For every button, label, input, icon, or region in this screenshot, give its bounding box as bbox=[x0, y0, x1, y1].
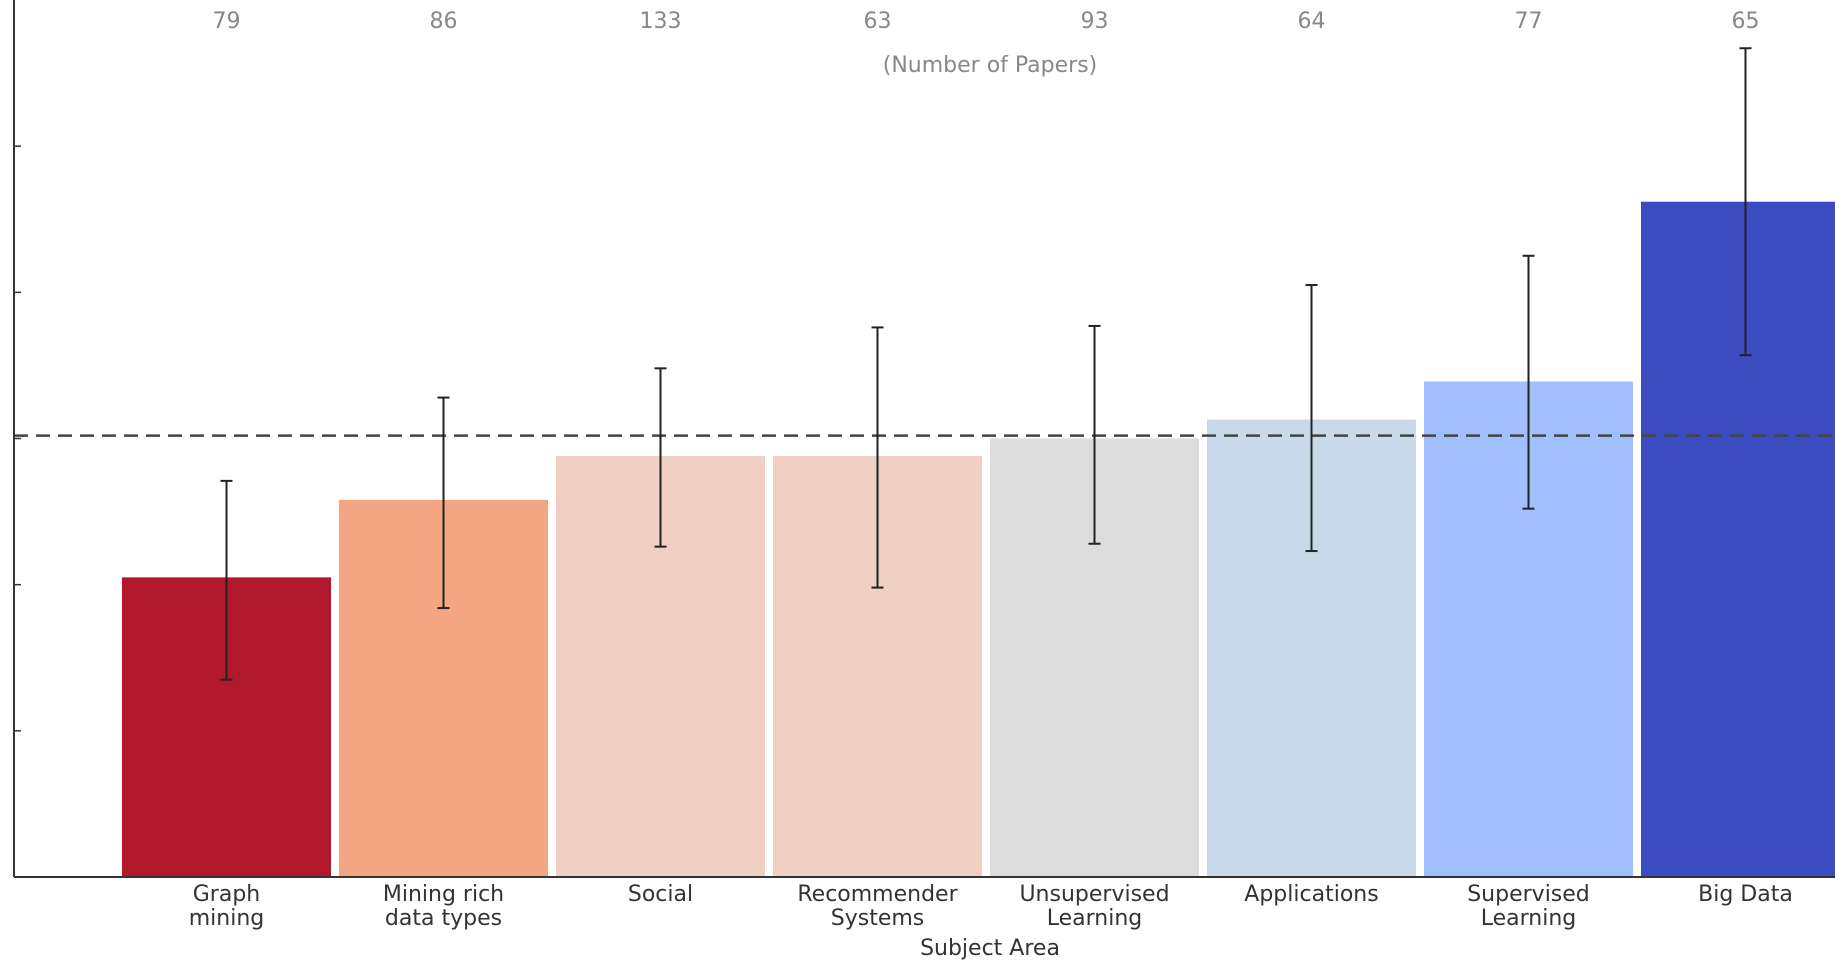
count-annotation: (Number of Papers) bbox=[883, 53, 1098, 78]
category-label-4-line-1: Learning bbox=[1047, 906, 1143, 931]
axes bbox=[13, 0, 1835, 878]
count-label-1: 86 bbox=[430, 9, 458, 34]
count-label-7: 65 bbox=[1732, 9, 1760, 34]
error-bar-4 bbox=[1088, 324, 1101, 545]
count-label-6: 77 bbox=[1515, 9, 1543, 34]
category-label-1-line-1: data types bbox=[385, 906, 502, 931]
category-label-7-line-0: Big Data bbox=[1698, 882, 1793, 907]
error-bar-6 bbox=[1522, 254, 1535, 510]
category-label-0-line-0: Graph bbox=[193, 882, 260, 907]
x-axis-label: Subject Area bbox=[920, 936, 1060, 961]
count-label-3: 63 bbox=[864, 9, 892, 34]
category-label-5-line-0: Applications bbox=[1244, 882, 1378, 907]
category-label-2-line-0: Social bbox=[628, 882, 693, 907]
category-label-3-line-1: Systems bbox=[831, 906, 925, 931]
error-bar-0 bbox=[220, 479, 233, 681]
category-label-1-line-0: Mining rich bbox=[383, 882, 504, 907]
category-label-6-line-0: Supervised bbox=[1467, 882, 1590, 907]
category-label-0-line-1: mining bbox=[189, 906, 265, 931]
count-label-4: 93 bbox=[1081, 9, 1109, 34]
error-bar-7 bbox=[1739, 47, 1752, 357]
error-bar-3 bbox=[871, 326, 884, 589]
count-label-2: 133 bbox=[640, 9, 682, 34]
category-label-6-line-1: Learning bbox=[1481, 906, 1577, 931]
bars bbox=[122, 201, 1835, 877]
count-label-5: 64 bbox=[1298, 9, 1326, 34]
error-bar-2 bbox=[654, 367, 667, 548]
count-labels: 79 86 133 63 93 64 77 65 bbox=[213, 9, 1760, 34]
category-label-4-line-0: Unsupervised bbox=[1019, 882, 1169, 907]
error-bar-5 bbox=[1305, 284, 1318, 553]
error-bars bbox=[220, 47, 1752, 681]
bar-7 bbox=[1641, 201, 1835, 877]
error-bar-1 bbox=[437, 396, 450, 610]
count-label-0: 79 bbox=[213, 9, 241, 34]
category-label-3-line-0: Recommender bbox=[797, 882, 958, 907]
